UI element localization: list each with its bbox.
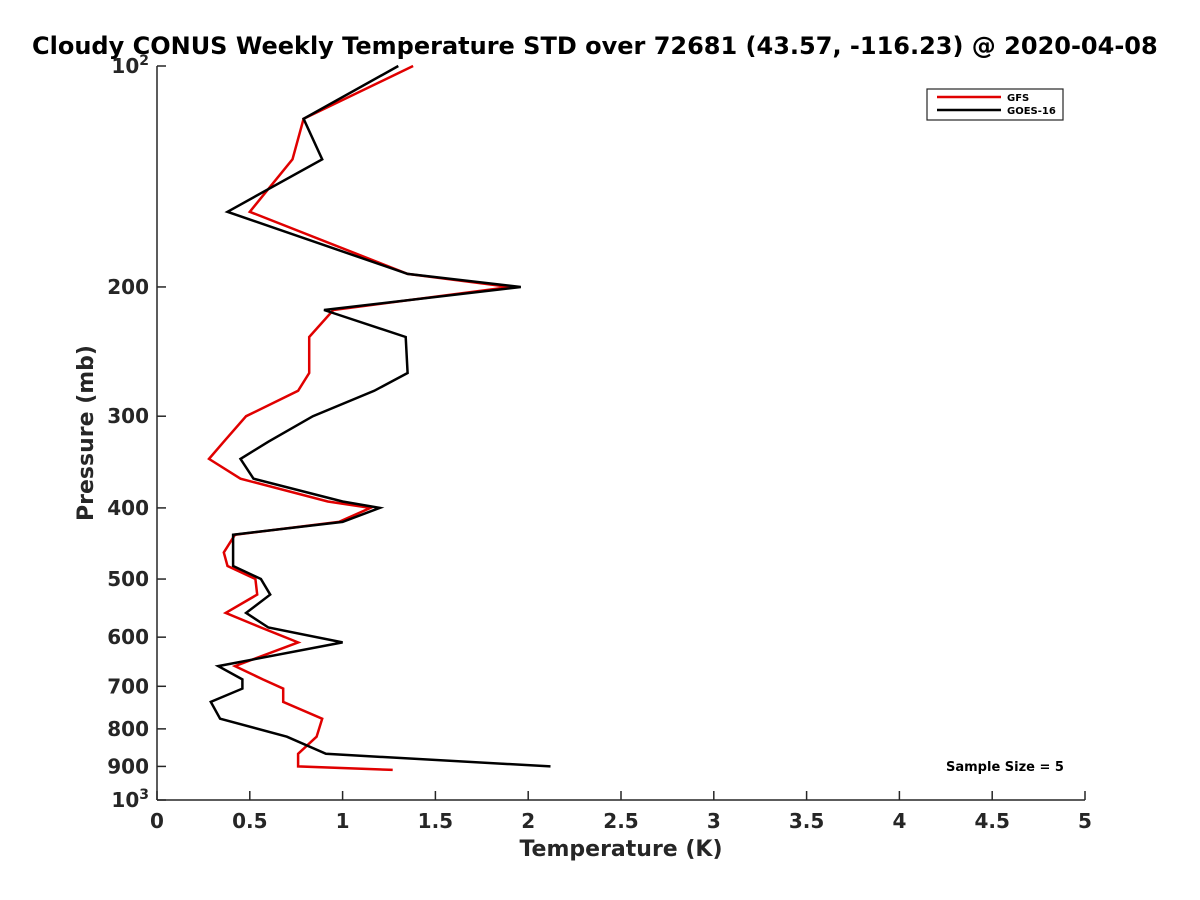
y-tick-label: 500 (107, 567, 149, 591)
legend-label-gfs: GFS (1007, 93, 1029, 104)
x-tick-label: 1 (336, 809, 350, 833)
plot-area (207, 64, 551, 772)
x-tick-label: 2.5 (603, 809, 638, 833)
series-line-goes-16 (209, 64, 551, 768)
legend: GFS GOES-16 (926, 88, 1064, 121)
x-tick-label: 3 (707, 809, 721, 833)
y-tick-label: 200 (107, 275, 149, 299)
y-tick-label: 600 (107, 625, 149, 649)
y-axis-label: Pressure (mb) (74, 345, 99, 521)
sample-size-annotation: Sample Size = 5 (946, 760, 1064, 775)
y-tick-label: 900 (107, 754, 149, 778)
x-tick-label: 2 (521, 809, 535, 833)
chart-title: Cloudy CONUS Weekly Temperature STD over… (32, 32, 1158, 60)
legend-label-goes16: GOES-16 (1007, 106, 1056, 117)
x-tick-label: 0 (150, 809, 164, 833)
y-tick-label: 102 (111, 53, 149, 78)
x-tick-label: 0.5 (232, 809, 267, 833)
legend-box (926, 88, 1064, 121)
y-ticks: 102 200 300 400 500 600 700 800 900 103 (107, 53, 166, 812)
x-tick-label: 3.5 (789, 809, 824, 833)
x-tick-label: 5 (1078, 809, 1092, 833)
y-tick-label: 700 (107, 674, 149, 698)
x-ticks: 0 0.5 1 1.5 2 2.5 3 3.5 4 4.5 5 (150, 791, 1092, 833)
y-tick-label: 800 (107, 717, 149, 741)
x-tick-label: 4.5 (974, 809, 1009, 833)
y-tick-label: 400 (107, 496, 149, 520)
x-tick-label: 4 (892, 809, 906, 833)
y-tick-label: 300 (107, 404, 149, 428)
y-tick-label: 103 (111, 787, 149, 812)
series-line-gfs (207, 64, 510, 772)
x-axis-label: Temperature (K) (519, 837, 722, 862)
x-tick-label: 1.5 (418, 809, 453, 833)
